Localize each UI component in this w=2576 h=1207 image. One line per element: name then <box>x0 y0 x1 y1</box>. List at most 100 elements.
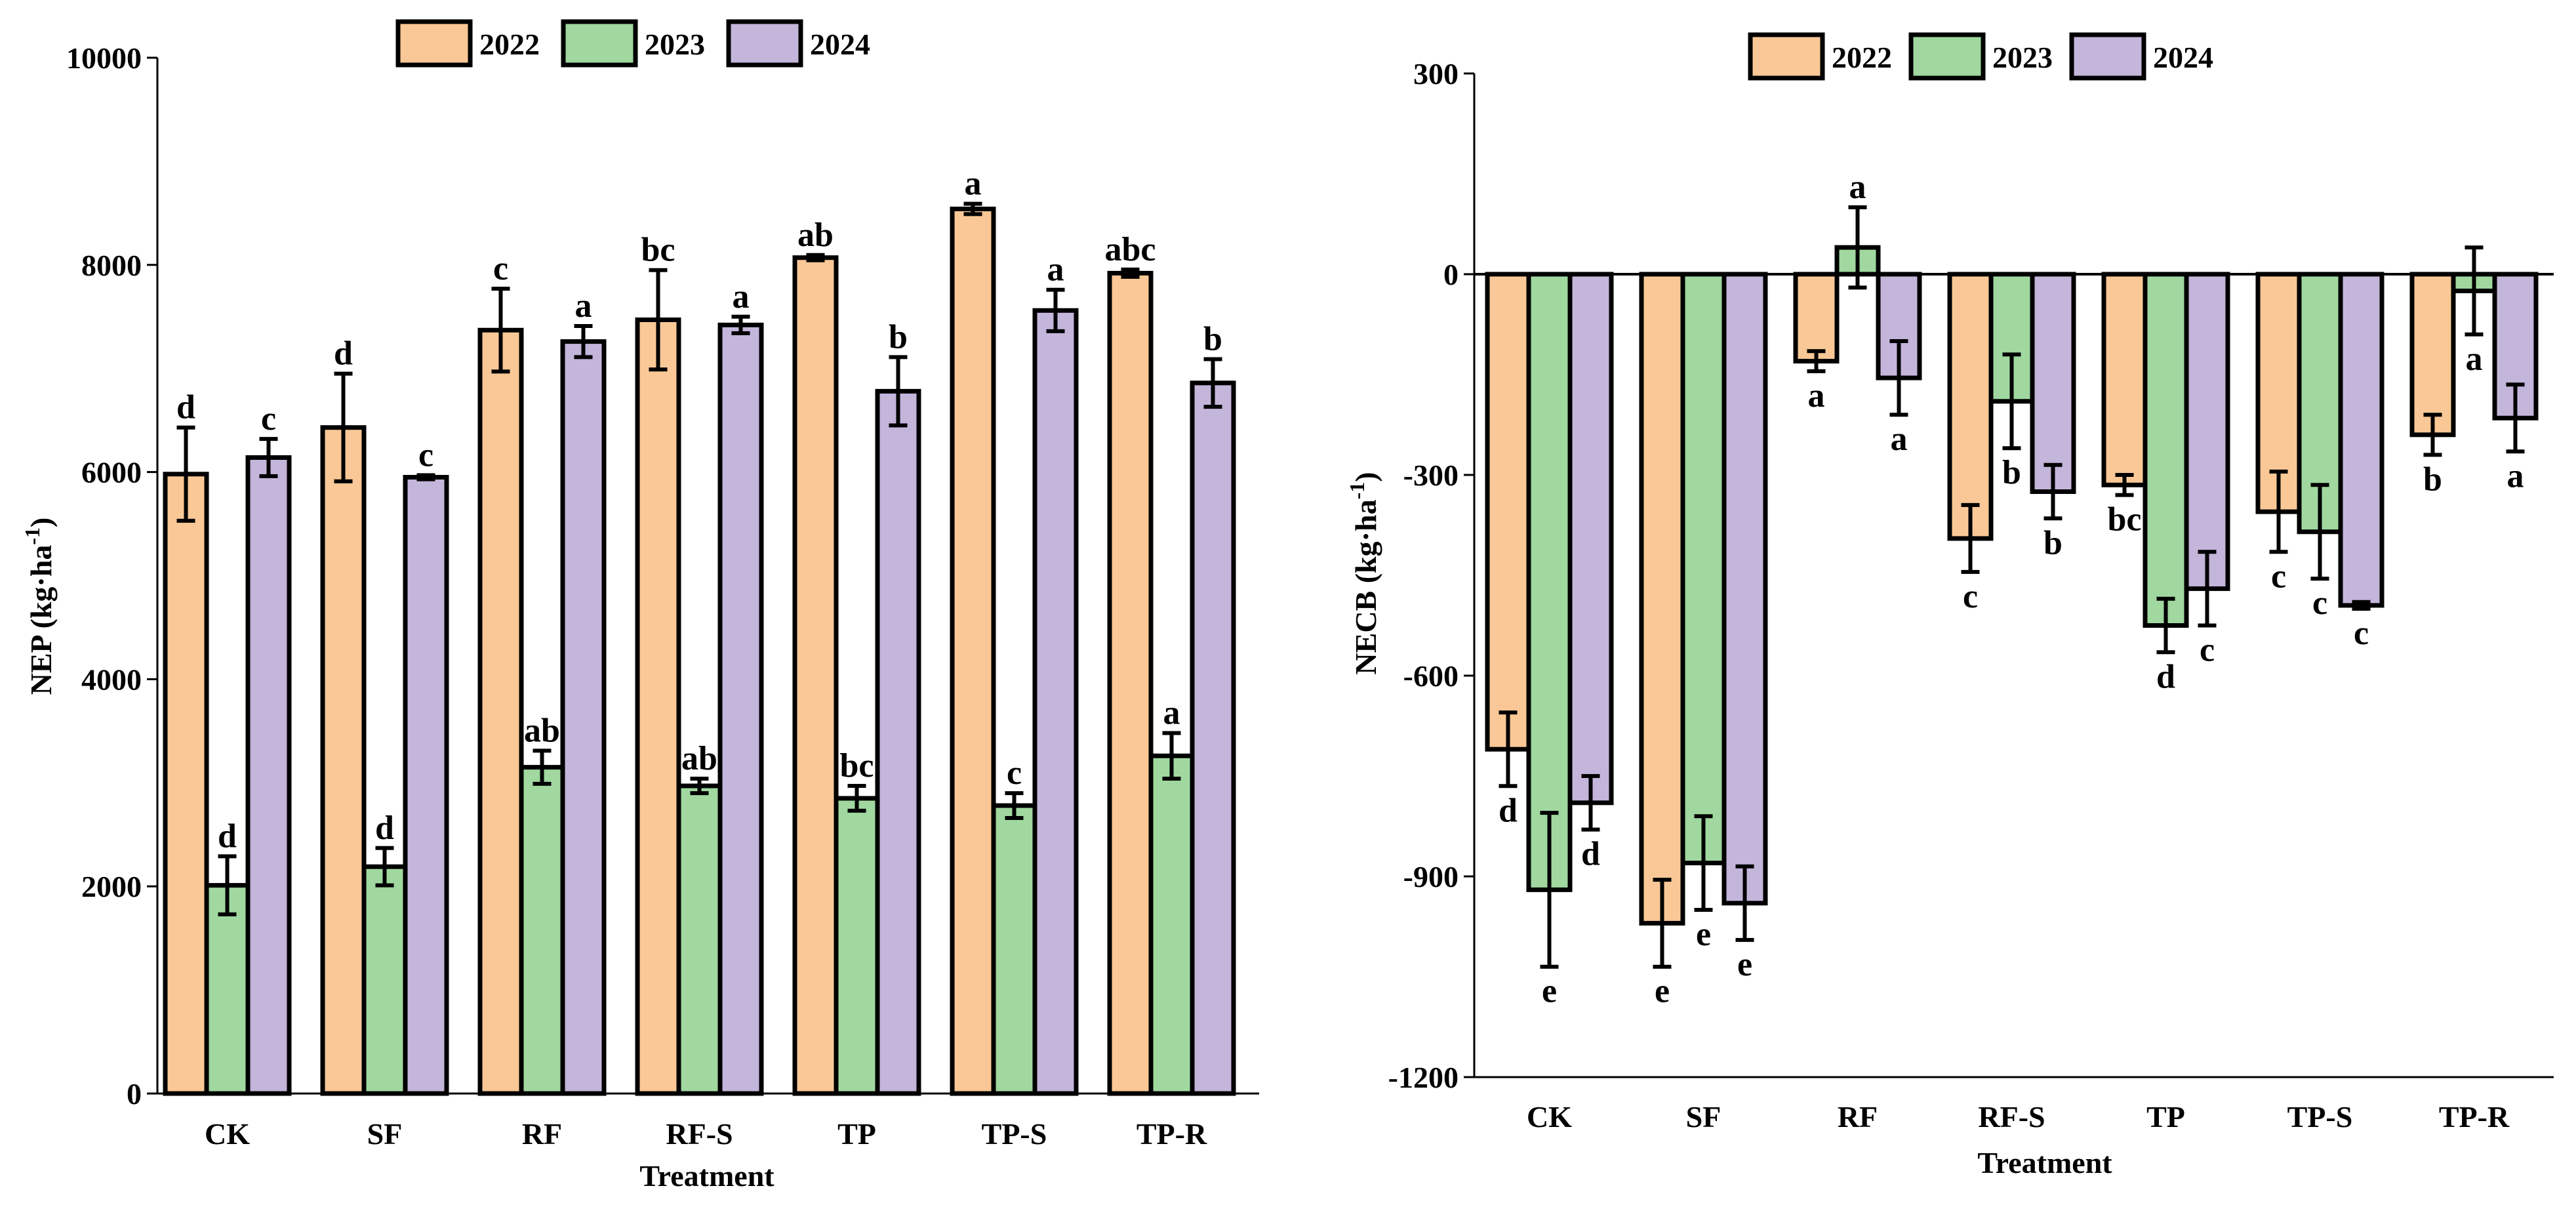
nep-significance-label: bc <box>641 232 675 269</box>
nep-legend-swatch <box>395 19 473 68</box>
nep-legend-swatch <box>726 19 803 68</box>
nep-significance-label: a <box>1163 695 1180 732</box>
necb-significance-label: c <box>2200 632 2215 669</box>
nep-significance-label: b <box>1203 320 1222 358</box>
nep-bar <box>320 425 367 1096</box>
nep-bar <box>519 765 565 1096</box>
necb-significance-label: c <box>2312 584 2327 622</box>
necb-significance-label: d <box>1581 836 1600 873</box>
nep-bar <box>477 327 524 1096</box>
nep-category-label: SF <box>367 1117 403 1151</box>
necb-bar <box>1947 272 1994 541</box>
nep-bar <box>717 322 764 1096</box>
nep-bar <box>991 803 1037 1096</box>
necb-bar <box>1793 272 1840 364</box>
nep-y-tick-label: 2000 <box>81 870 142 903</box>
nep-category-label: RF <box>522 1117 562 1151</box>
nep-legend-swatch <box>561 19 638 68</box>
necb-category-label: TP-S <box>2287 1100 2353 1134</box>
nep-category-label: TP <box>837 1117 876 1151</box>
nep-legend-label: 2024 <box>810 28 870 61</box>
nep-significance-label: c <box>1007 754 1022 792</box>
nep-bar <box>204 883 251 1096</box>
nep-category-label: TP-S <box>982 1117 1047 1151</box>
necb-significance-label: a <box>1891 420 1908 458</box>
nep-significance-label: a <box>965 165 982 203</box>
necb-legend-label: 2022 <box>1832 41 1892 74</box>
nep-y-tick-label: 6000 <box>81 456 142 489</box>
nep-bar <box>875 388 921 1096</box>
nep-y-tick-label: 8000 <box>81 249 142 282</box>
nep-significance-label: d <box>176 389 195 426</box>
nep-bar <box>834 796 880 1096</box>
necb-y-tick-label: -900 <box>1403 860 1459 893</box>
nep-bar <box>1148 753 1195 1096</box>
nep-bar <box>635 317 681 1096</box>
necb-significance-label: d <box>2156 658 2175 695</box>
necb-bar <box>1567 272 1614 806</box>
nep-bar <box>361 864 408 1096</box>
necb-bar <box>1639 272 1685 926</box>
necb-y-tick-label: -1200 <box>1388 1061 1459 1094</box>
nep-significance-label: ab <box>681 740 717 777</box>
nep-category-label: CK <box>205 1117 250 1151</box>
necb-category-label: CK <box>1527 1100 1572 1134</box>
nep-significance-label: d <box>218 817 237 855</box>
necb-category-label: RF-S <box>1978 1100 2045 1134</box>
necb-bar <box>2184 272 2230 591</box>
nep-bar <box>1107 270 1154 1096</box>
necb-significance-label: d <box>1499 792 1518 829</box>
nep-significance-label: a <box>575 287 592 325</box>
necb-y-tick-label: 300 <box>1413 57 1459 91</box>
nep-significance-label: c <box>418 436 433 474</box>
nep-y-axis-title: NEP (kg·ha-1) <box>20 518 58 695</box>
necb-chart-panel: NECB (kg·ha-1) Treatment -1200 -900 -600 -3… <box>1345 32 2554 1179</box>
nep-significance-label: d <box>375 809 394 847</box>
necb-y-tick-label: 0 <box>1443 258 1459 291</box>
nep-significance-label: ab <box>797 216 834 254</box>
nep-y-tick-label: 4000 <box>81 663 142 696</box>
necb-bar <box>1680 272 1727 866</box>
nep-x-axis-title: Treatment <box>639 1159 775 1193</box>
necb-significance-label: b <box>2002 454 2021 491</box>
necb-significance-label: bc <box>2108 501 2142 539</box>
necb-significance-label: a <box>2507 457 2524 495</box>
necb-bar <box>2101 272 2148 487</box>
necb-significance-label: e <box>1737 946 1752 983</box>
nep-bar <box>245 455 292 1096</box>
nep-y-tick-label: 0 <box>127 1077 142 1111</box>
nep-bar <box>403 474 449 1096</box>
necb-significance-label: a <box>2466 340 2483 378</box>
necb-legend-swatch <box>1908 32 1986 81</box>
nep-significance-label: abc <box>1105 231 1156 268</box>
necb-significance-label: b <box>2043 524 2063 562</box>
nep-legend-label: 2022 <box>479 28 540 61</box>
necb-bar <box>2030 272 2076 494</box>
nep-significance-label: a <box>1047 251 1064 289</box>
necb-legend-swatch <box>1748 32 1825 81</box>
nep-significance-label: c <box>261 400 276 438</box>
nep-significance-label: d <box>334 335 353 373</box>
necb-significance-label: c <box>2271 558 2286 595</box>
necb-significance-label: c <box>2354 615 2369 652</box>
necb-bar <box>1485 272 1531 752</box>
nep-bar <box>792 255 839 1096</box>
nep-bar <box>950 207 996 1096</box>
necb-y-axis-title: NECB (kg·ha-1) <box>1345 472 1382 674</box>
nep-bar <box>560 339 607 1096</box>
necb-legend-swatch <box>2069 32 2146 81</box>
nep-significance-label: b <box>889 318 908 356</box>
necb-significance-label: a <box>1849 169 1866 206</box>
nep-bar <box>1032 308 1079 1096</box>
necb-significance-label: e <box>1696 916 1711 953</box>
necb-significance-label: e <box>1655 973 1670 1010</box>
nep-chart-panel: NEP (kg·ha-1) Treatment 0 2000 4000 6000 800… <box>20 19 1259 1193</box>
necb-bar <box>1526 272 1573 892</box>
nep-significance-label: ab <box>524 712 560 749</box>
necb-category-label: SF <box>1686 1100 1721 1134</box>
nep-legend-label: 2023 <box>645 28 705 61</box>
nep-significance-label: bc <box>840 747 874 785</box>
necb-significance-label: b <box>2423 460 2442 498</box>
necb-category-label: TP-R <box>2439 1100 2510 1134</box>
